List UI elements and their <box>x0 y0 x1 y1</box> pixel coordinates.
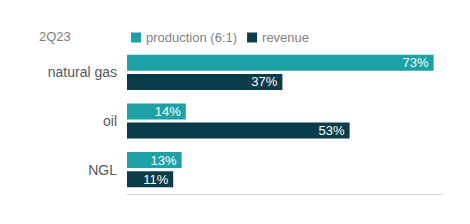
svg-text:37%: 37% <box>251 74 277 89</box>
svg-text:73%: 73% <box>403 55 429 70</box>
svg-text:13%: 13% <box>151 153 177 168</box>
svg-text:production (6:1): production (6:1) <box>146 30 237 45</box>
svg-text:oil: oil <box>103 113 117 129</box>
svg-text:11%: 11% <box>143 172 168 187</box>
svg-text:2Q23: 2Q23 <box>39 29 71 44</box>
svg-text:14%: 14% <box>155 104 181 119</box>
svg-text:natural gas: natural gas <box>48 64 117 80</box>
svg-text:NGL: NGL <box>88 162 117 178</box>
svg-text:revenue: revenue <box>262 30 309 45</box>
svg-text:53%: 53% <box>319 123 345 138</box>
